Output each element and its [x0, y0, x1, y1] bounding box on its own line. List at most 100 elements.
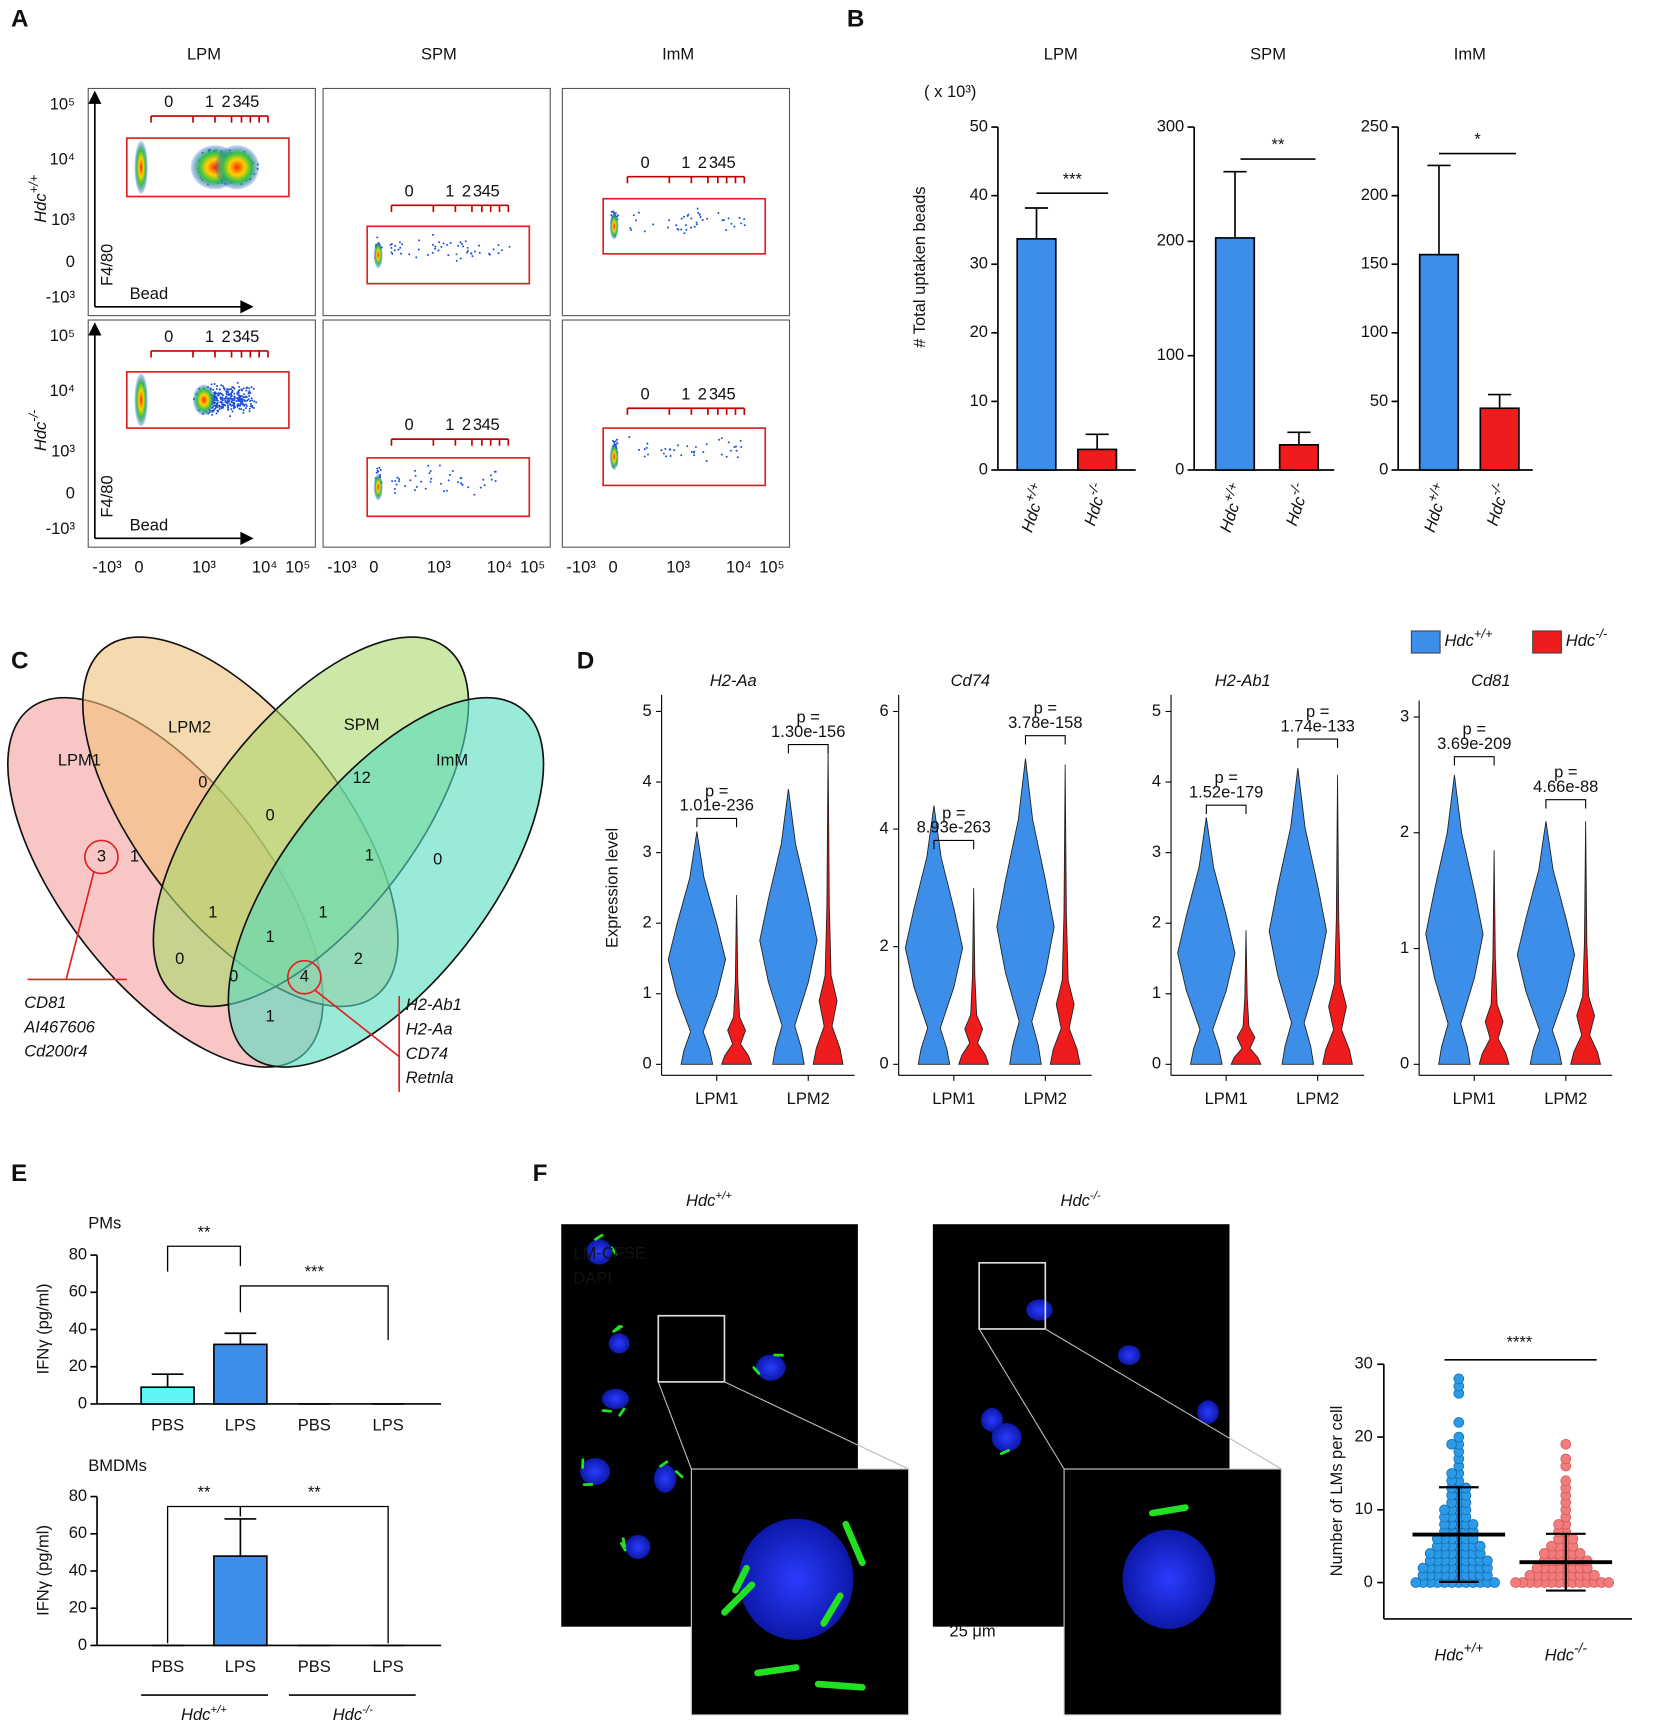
- region-count: 12: [352, 768, 370, 787]
- flow-event: [228, 399, 231, 402]
- flow-event: [643, 455, 646, 458]
- gate: [125, 137, 290, 198]
- genotype-sup: +/+: [1474, 626, 1493, 641]
- flow-event: [399, 246, 402, 249]
- data-point: [1524, 1570, 1536, 1581]
- flow-event: [238, 407, 241, 410]
- flow-event: [446, 243, 449, 246]
- x-category: PBS: [298, 1657, 331, 1676]
- plot-title: H2-Ab1: [1215, 671, 1271, 690]
- data-point: [1446, 1468, 1457, 1479]
- column-title: ImM: [662, 45, 694, 64]
- region-count: 3: [97, 846, 106, 865]
- zoom-line: [978, 1328, 1065, 1470]
- gate-label: 1: [205, 327, 214, 346]
- flow-event: [669, 454, 672, 457]
- x-tick-label: 10⁵: [759, 557, 784, 576]
- gate-label: 3: [709, 384, 718, 403]
- flow-event: [252, 387, 255, 390]
- flow-event: [735, 445, 738, 448]
- data-point: [1603, 1577, 1615, 1588]
- flow-event: [727, 217, 730, 220]
- flow-event: [215, 412, 218, 415]
- flow-event: [459, 241, 462, 244]
- flow-event: [376, 467, 379, 470]
- flow-event: [740, 446, 743, 449]
- y-tick-label: 10³: [51, 210, 75, 229]
- y-tick-label: 200: [1361, 185, 1389, 204]
- y-tick-label: 10⁴: [50, 381, 75, 400]
- flow-event: [252, 407, 255, 410]
- legend-label: Hdc-/-: [1566, 626, 1608, 650]
- flow-event: [210, 383, 213, 386]
- flow-event: [733, 446, 736, 449]
- violin: [1425, 774, 1484, 1065]
- flow-event: [466, 251, 469, 254]
- violin: [721, 894, 753, 1065]
- flow-event: [449, 473, 451, 476]
- x-tick-label: 10³: [192, 557, 216, 576]
- flow-event: [471, 255, 474, 258]
- flow-event: [218, 408, 221, 411]
- y-tick-label: 20: [69, 1356, 87, 1375]
- genotype-base: Hdc: [181, 1705, 211, 1724]
- region-count: 0: [266, 806, 275, 825]
- flow-event: [237, 399, 240, 402]
- data-point: [1546, 1540, 1557, 1552]
- y-tick-label: 150: [1361, 254, 1389, 273]
- data-point: [1439, 1504, 1450, 1516]
- flow-event: [460, 482, 463, 485]
- chart-title: BMDMs: [88, 1456, 147, 1475]
- x-category: PBS: [298, 1415, 331, 1434]
- significance-bracket: [166, 1245, 242, 1272]
- data-point: [1482, 1555, 1493, 1567]
- flow-event: [409, 479, 412, 482]
- flow-event: [696, 207, 699, 210]
- flow-event: [460, 243, 463, 246]
- flow-event: [246, 399, 248, 402]
- bacterium: [601, 1409, 613, 1413]
- panel-letter: E: [11, 1160, 27, 1187]
- gate-label: 0: [640, 384, 649, 403]
- data-point: [1567, 1533, 1579, 1545]
- panel-letter: F: [533, 1160, 548, 1187]
- y-axis-label: # Total uptaken beads: [910, 186, 929, 347]
- nucleus: [1026, 1299, 1053, 1321]
- y-tick-label: 6: [880, 701, 889, 720]
- p-value: 4.66e-88: [1533, 777, 1598, 796]
- gate-label: 3: [473, 181, 482, 200]
- callout: [65, 872, 95, 980]
- nucleus: [1117, 1345, 1141, 1366]
- flow-event: [431, 233, 434, 236]
- set-name: LPM2: [168, 717, 211, 736]
- flow-event: [214, 401, 217, 404]
- flow-event: [246, 386, 249, 389]
- y-tick-label: 0: [1175, 459, 1184, 478]
- x-tick-label: 10⁵: [285, 557, 310, 576]
- y-tick-label: 300: [1157, 116, 1185, 135]
- flow-event: [231, 399, 234, 402]
- p-bracket: [696, 817, 738, 828]
- y-tick-label: 0: [66, 484, 75, 503]
- zoom-box: [978, 1261, 1047, 1330]
- gate-label: 4: [718, 153, 727, 172]
- region-count: 2: [354, 949, 363, 968]
- gate: [602, 427, 767, 487]
- flow-event: [474, 250, 477, 253]
- y-tick-label: 50: [970, 116, 988, 135]
- flow-event: [693, 454, 696, 457]
- flow-event: [489, 474, 492, 477]
- flow-event: [665, 455, 668, 458]
- flow-event: [457, 481, 460, 484]
- flow-event: [696, 223, 698, 226]
- gate-label: 5: [491, 415, 500, 434]
- y-tick-label: 10: [1354, 1499, 1372, 1518]
- y-tick-label: 0: [880, 1054, 889, 1073]
- y-tick-label: 10⁵: [50, 326, 75, 345]
- nucleus: [1197, 1400, 1219, 1425]
- x-category: LPM2: [1544, 1089, 1587, 1108]
- flow-event: [739, 439, 742, 442]
- flow-event: [219, 392, 222, 395]
- gate-label: 0: [404, 415, 413, 434]
- flow-event: [434, 245, 437, 248]
